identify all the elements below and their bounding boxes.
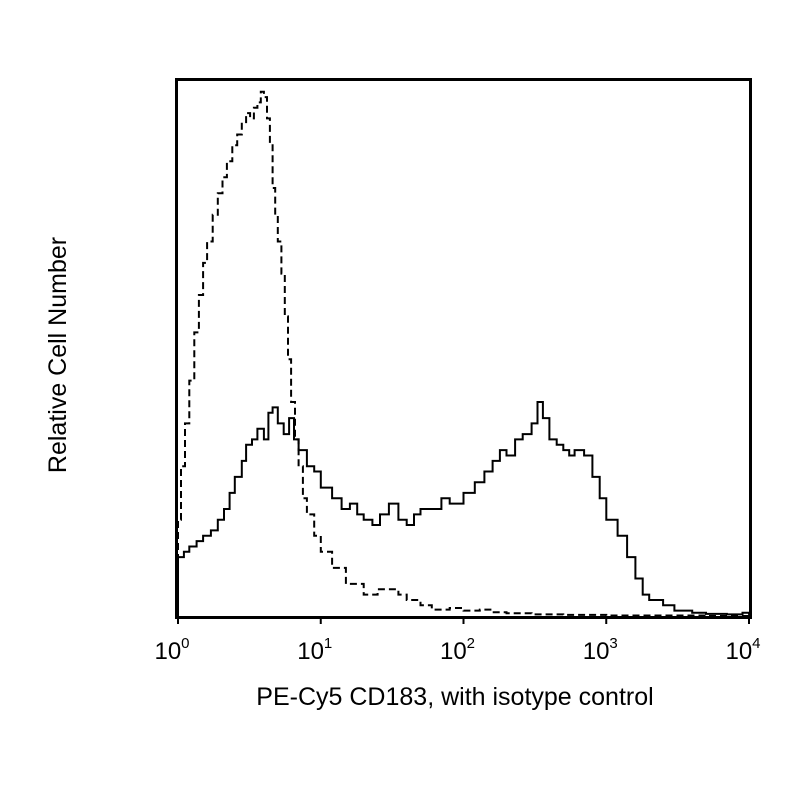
x-tick-label: 103	[583, 635, 618, 665]
x-tick-label: 102	[440, 635, 475, 665]
x-tick-label: 104	[725, 635, 760, 665]
x-tick-label: 101	[297, 635, 332, 665]
x-tick-label: 100	[154, 635, 189, 665]
series-layer	[177, 90, 750, 617]
x-tick-layer: 100 101 102 103 104	[154, 617, 761, 665]
x-axis-label: PE-Cy5 CD183, with isotype control	[256, 683, 653, 711]
plot-frame	[175, 78, 752, 619]
histogram-series-stained-solid	[177, 401, 750, 616]
y-axis-label: Relative Cell Number	[44, 237, 72, 473]
histogram-series-isotype-dashed	[177, 90, 749, 617]
